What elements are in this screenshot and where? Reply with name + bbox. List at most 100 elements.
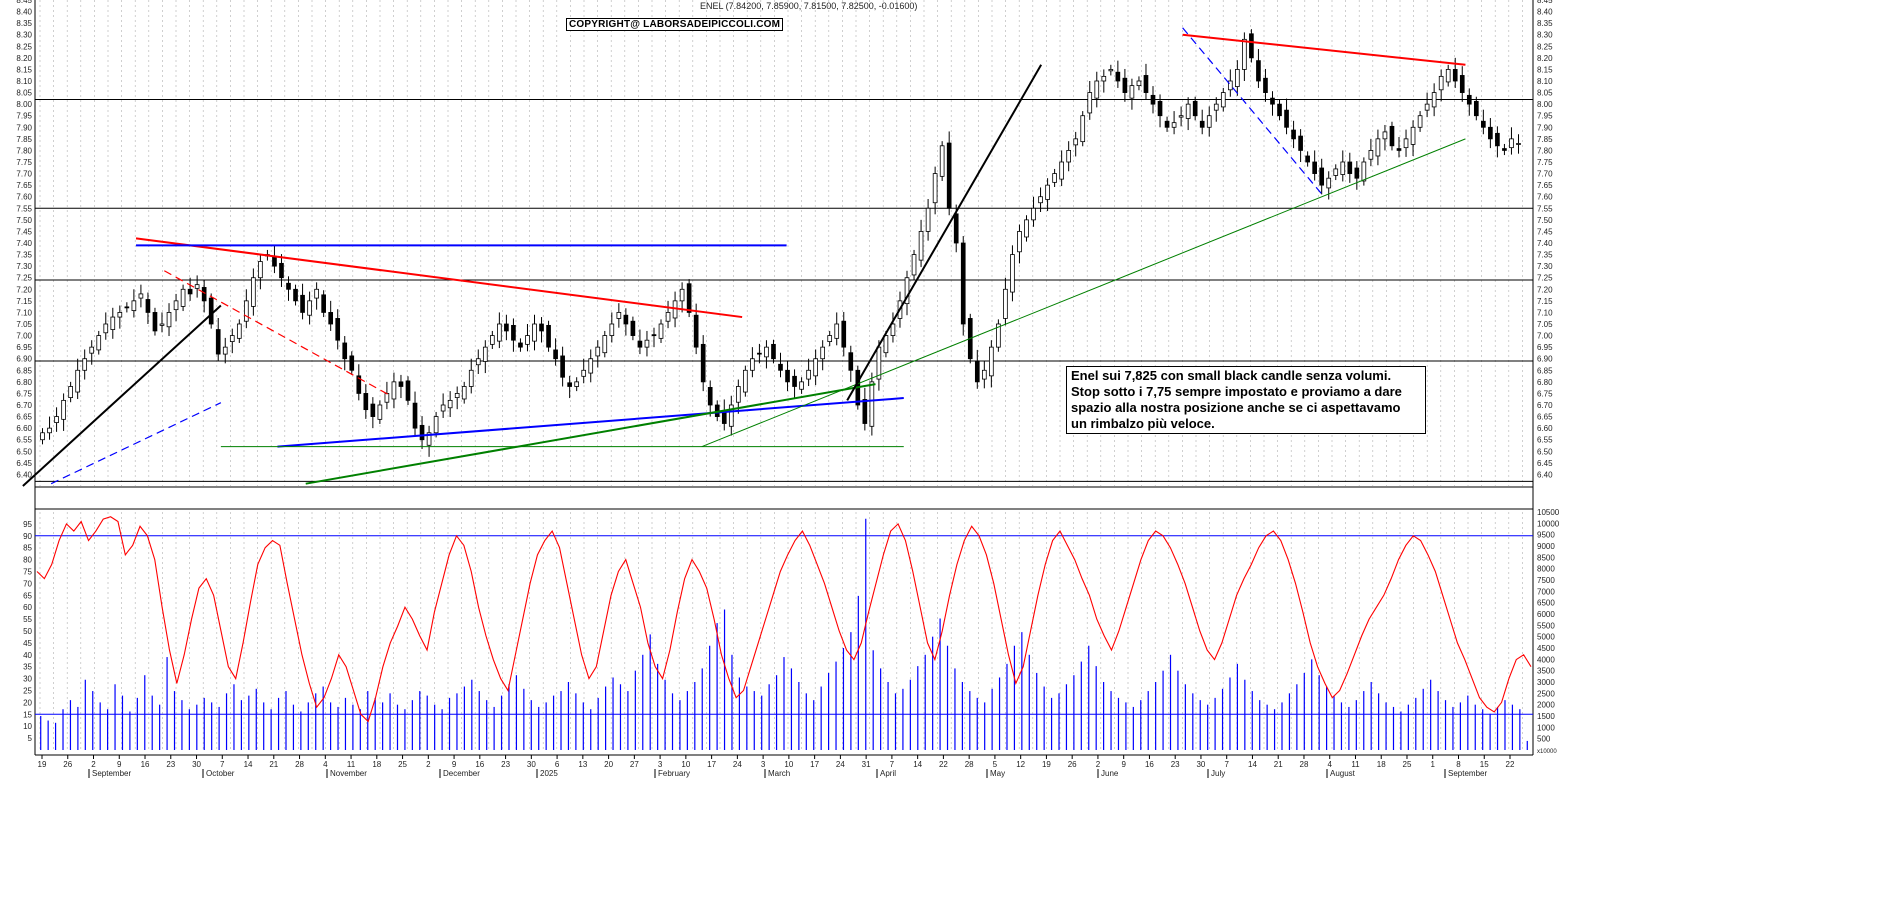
candle-body — [236, 323, 242, 339]
day-label: 26 — [1068, 760, 1077, 769]
candle-body — [1396, 148, 1402, 151]
price-tick-label: 6.80 — [1537, 378, 1553, 387]
candle-body — [560, 355, 565, 378]
price-tick-label: 8.10 — [1537, 77, 1553, 86]
price-tick-label: 8.25 — [16, 42, 32, 51]
candle-body — [342, 342, 348, 360]
candle-body — [1143, 75, 1149, 93]
day-label: 19 — [1042, 760, 1051, 769]
price-tick-label: 7.55 — [1537, 204, 1553, 213]
candle-body — [581, 369, 587, 377]
candle-body — [1347, 161, 1353, 174]
candle-body — [996, 323, 1001, 348]
candle-body — [124, 306, 130, 309]
month-label: May — [990, 769, 1005, 778]
candle-body — [412, 402, 418, 429]
volume-tick-label: 2500 — [1537, 689, 1555, 698]
month-label: July — [1211, 769, 1225, 778]
volume-tick-label: 1500 — [1537, 712, 1555, 721]
candle-body — [665, 312, 671, 322]
candle-body — [1277, 103, 1282, 117]
candle-body — [806, 369, 811, 380]
candle-body — [1101, 75, 1107, 82]
candle-body — [862, 399, 868, 424]
candle-body — [279, 262, 284, 279]
candle-body — [229, 335, 235, 342]
trendline-blue — [50, 402, 222, 485]
month-label: February — [658, 769, 690, 778]
candle-body — [602, 335, 608, 354]
candle-body — [532, 323, 537, 342]
price-tick-label: 7.00 — [16, 332, 32, 341]
candle-body — [1129, 85, 1135, 99]
oscillator-tick-label: 45 — [23, 639, 32, 648]
price-tick-label: 6.85 — [16, 366, 32, 375]
candle-body — [1488, 126, 1493, 140]
candle-body — [960, 242, 966, 325]
candle-body — [1059, 161, 1064, 180]
day-label: 21 — [269, 760, 278, 769]
annotation-line: spazio alla nostra posizione anche se ci… — [1071, 400, 1401, 415]
candle-body — [1410, 126, 1416, 145]
price-tick-label: 7.50 — [1537, 216, 1553, 225]
chart-header: ENEL (7.84200, 7.85900, 7.81500, 7.82500… — [700, 1, 918, 11]
candle-body — [1010, 254, 1015, 293]
day-label: 26 — [63, 760, 72, 769]
candle-body — [159, 323, 165, 326]
day-label: 2 — [91, 760, 96, 769]
candle-body — [1115, 71, 1121, 82]
oscillator-tick-label: 20 — [23, 698, 32, 707]
candle-body — [1305, 155, 1310, 163]
candle-body — [546, 324, 551, 348]
oscillator-tick-label: 60 — [23, 603, 32, 612]
price-tick-label: 8.45 — [16, 0, 32, 5]
candle-body — [1185, 103, 1191, 119]
candle-body — [686, 283, 692, 313]
price-tick-label: 8.20 — [16, 54, 32, 63]
day-label: 2 — [1096, 760, 1101, 769]
price-tick-label: 6.85 — [1537, 366, 1553, 375]
candle-body — [1256, 60, 1261, 82]
candle-body — [1417, 115, 1423, 128]
price-tick-label: 7.25 — [1537, 274, 1553, 283]
candle-body — [117, 312, 123, 318]
candle-body — [616, 312, 622, 319]
candle-body — [1368, 150, 1374, 160]
price-tick-label: 7.60 — [16, 193, 32, 202]
price-tick-label: 6.65 — [1537, 413, 1553, 422]
candle-body — [1122, 77, 1128, 93]
candle-body — [103, 323, 109, 334]
day-label: 12 — [1016, 760, 1025, 769]
day-label: 10 — [784, 760, 793, 769]
day-label: 5 — [993, 760, 998, 769]
candle-body — [1171, 122, 1177, 128]
candle-body — [454, 393, 460, 398]
candle-body — [1424, 103, 1430, 111]
price-tick-label: 6.65 — [16, 413, 32, 422]
candle-body — [349, 355, 355, 371]
candle-body — [679, 288, 685, 302]
candle-body — [1094, 80, 1100, 99]
candle-body — [440, 404, 446, 412]
candle-body — [1003, 288, 1008, 319]
price-tick-label: 6.50 — [16, 447, 32, 456]
candle-body — [166, 312, 172, 328]
day-label: 4 — [1327, 760, 1332, 769]
candle-body — [757, 352, 762, 355]
month-label: June — [1101, 769, 1119, 778]
day-label: 30 — [192, 760, 201, 769]
price-tick-label: 8.40 — [16, 8, 32, 17]
price-tick-label: 7.70 — [16, 170, 32, 179]
candle-body — [61, 399, 66, 420]
candle-body — [925, 207, 931, 232]
oscillator-tick-label: 70 — [23, 579, 32, 588]
candle-body — [1031, 207, 1036, 221]
volume-tick-label: 8500 — [1537, 553, 1555, 562]
candle-body — [630, 320, 636, 336]
price-tick-label: 7.30 — [1537, 262, 1553, 271]
volume-tick-label: 1000 — [1537, 723, 1555, 732]
oscillator-tick-label: 10 — [23, 722, 32, 731]
candle-body — [272, 256, 277, 267]
